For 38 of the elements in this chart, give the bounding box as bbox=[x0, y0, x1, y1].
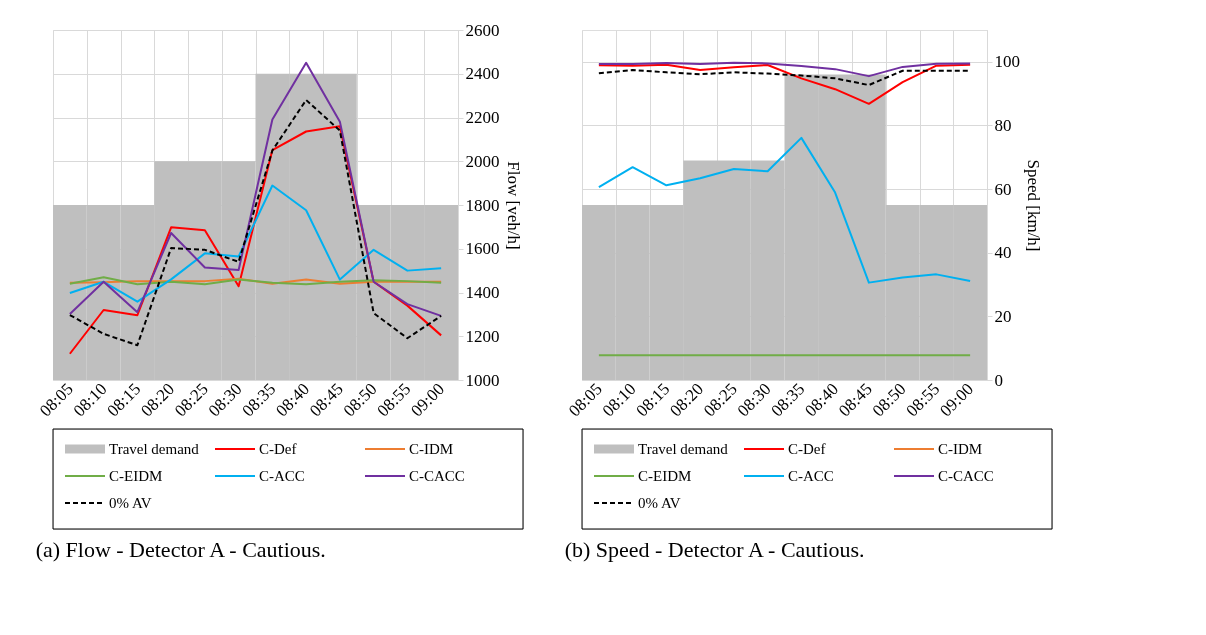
y-axis-title: Flow [veh/h] bbox=[503, 161, 523, 250]
legend-label: C-Def bbox=[259, 441, 297, 457]
y-tick-label: 0 bbox=[994, 370, 1003, 390]
y-tick-label: 2600 bbox=[465, 20, 500, 40]
legend-label: C-EIDM bbox=[638, 468, 692, 484]
legend-label: C-Def bbox=[788, 441, 826, 457]
y-tick-label: 20 bbox=[994, 306, 1012, 326]
y-tick-label: 100 bbox=[994, 52, 1020, 72]
line-series bbox=[68, 184, 443, 303]
y-tick-label: 80 bbox=[994, 115, 1012, 135]
legend-label: C-ACC bbox=[259, 468, 305, 484]
y-tick-label: 1000 bbox=[465, 370, 500, 390]
line-series bbox=[597, 61, 972, 78]
legend-label: C-CACC bbox=[938, 468, 994, 484]
text: (b) Speed - Detector A - Cautious. bbox=[564, 537, 865, 562]
legend-label: Travel demand bbox=[109, 441, 200, 457]
line-series bbox=[597, 136, 972, 284]
legend-label: C-ACC bbox=[788, 468, 834, 484]
y-tick-label: 1600 bbox=[465, 239, 500, 259]
legend-label: C-IDM bbox=[938, 441, 983, 457]
line-series bbox=[597, 63, 972, 105]
legend-label: 0% AV bbox=[638, 495, 681, 511]
y-tick-label: 60 bbox=[994, 179, 1012, 199]
legend-label: C-CACC bbox=[409, 468, 465, 484]
legend-label: C-EIDM bbox=[109, 468, 163, 484]
text: (a) Flow - Detector A - Cautious. bbox=[35, 537, 326, 562]
line-series bbox=[68, 61, 443, 317]
legend-label: Travel demand bbox=[638, 441, 729, 457]
y-tick-label: 1400 bbox=[465, 283, 500, 302]
y-tick-label: 2000 bbox=[465, 151, 500, 171]
legend-label: C-IDM bbox=[409, 441, 454, 457]
y-tick-label: 2200 bbox=[465, 108, 500, 127]
y-tick-label: 1800 bbox=[465, 195, 500, 215]
y-axis-title: Speed [km/h] bbox=[1024, 159, 1043, 252]
y-tick-label: 1200 bbox=[465, 326, 500, 346]
y-tick-label: 40 bbox=[994, 243, 1012, 263]
y-tick-label: 2400 bbox=[465, 64, 500, 84]
legend-label: 0% AV bbox=[109, 495, 152, 511]
